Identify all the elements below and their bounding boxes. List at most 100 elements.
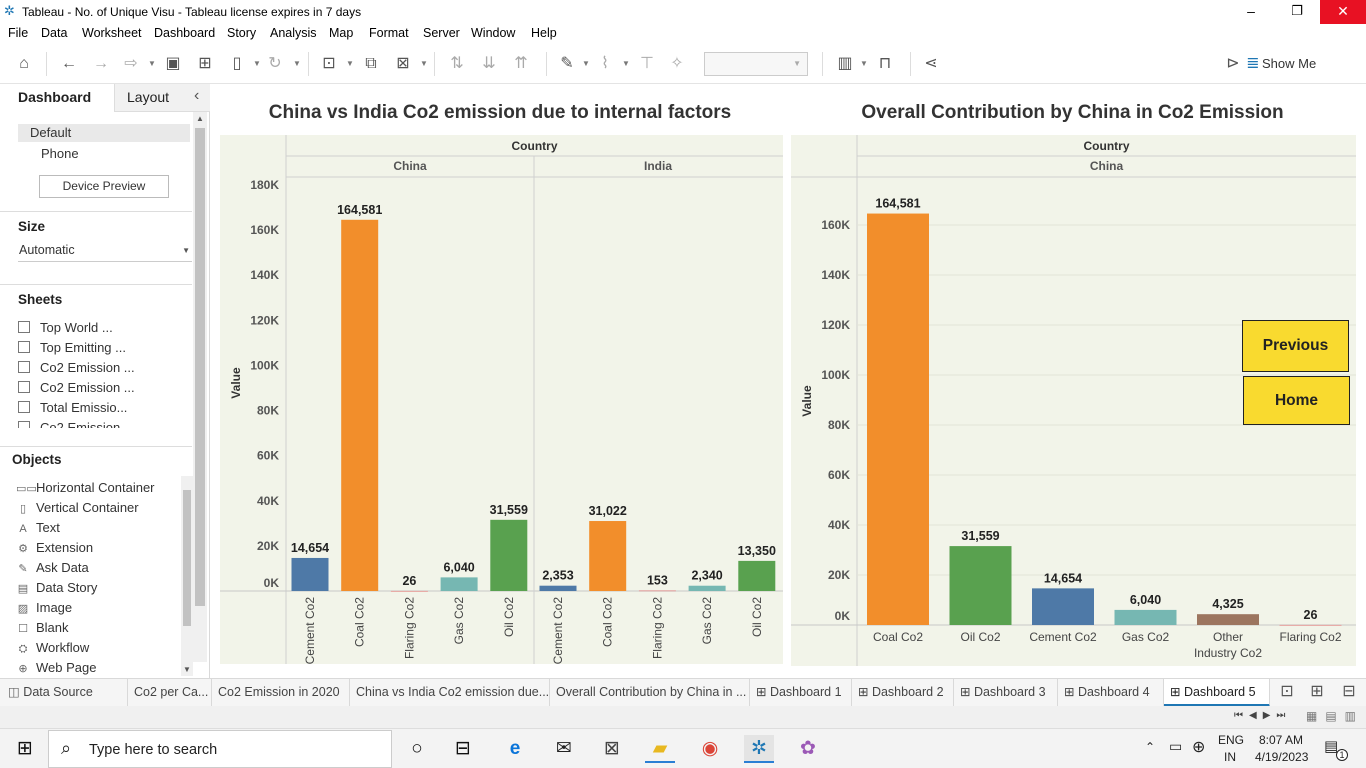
minimize-button[interactable]: – — [1247, 3, 1255, 19]
show-cards-icon[interactable]: ▥ — [837, 55, 853, 72]
menu-story[interactable]: Story — [227, 26, 257, 40]
sheet-item[interactable]: Co2 Emission ... — [18, 380, 135, 395]
menu-format[interactable]: Format — [369, 26, 409, 40]
share-icon[interactable]: ⋖ — [924, 55, 938, 72]
pin-icon[interactable]: ✧ — [670, 55, 684, 72]
format-painter-icon[interactable]: ⊳ — [1226, 55, 1240, 72]
home-icon[interactable]: ⌂ — [19, 55, 29, 72]
tab-dashboard-5[interactable]: ⊞ Dashboard 5 — [1164, 679, 1270, 707]
sheet-item[interactable]: Top Emitting ... — [18, 340, 126, 355]
chevron-down-icon[interactable]: ▼ — [346, 59, 354, 68]
menu-dashboard[interactable]: Dashboard — [154, 26, 216, 40]
menu-file[interactable]: File — [8, 26, 29, 40]
new-worksheet-icon[interactable]: ⊡ — [322, 55, 336, 72]
chevron-down-icon[interactable]: ▼ — [622, 59, 630, 68]
device-default[interactable]: Default — [18, 124, 190, 142]
menu-server[interactable]: Server — [423, 26, 460, 40]
store-icon[interactable]: ⊠ — [604, 738, 620, 759]
redo-icon[interactable]: → — [93, 55, 109, 72]
windows-start-icon[interactable]: ⊞ — [17, 738, 33, 759]
tab-layout[interactable]: Layout — [114, 84, 210, 112]
menu-help[interactable]: Help — [531, 26, 557, 40]
chrome-icon[interactable]: ◉ — [701, 738, 719, 759]
chevron-down-icon[interactable]: ▼ — [582, 59, 590, 68]
menu-window[interactable]: Window — [471, 26, 516, 40]
tab-dashboard-2[interactable]: ⊞ Dashboard 2 — [852, 679, 954, 707]
objects-scrollbar[interactable]: ▼ — [181, 476, 193, 676]
attach-icon[interactable]: ⌇ — [601, 55, 609, 72]
object-item[interactable]: ▭▭Horizontal Container — [16, 480, 155, 495]
scroll-down-icon[interactable]: ▼ — [183, 665, 191, 674]
home-button[interactable]: Home — [1243, 376, 1350, 425]
undo-icon[interactable]: ← — [61, 55, 77, 72]
tab-dashboard-3[interactable]: ⊞ Dashboard 3 — [954, 679, 1058, 707]
label-icon[interactable]: ⊤ — [640, 55, 654, 72]
size-dropdown[interactable]: Automatic ▼ — [18, 242, 192, 262]
menu-worksheet[interactable]: Worksheet — [82, 26, 142, 40]
tab-sheet[interactable]: Co2 per Ca... — [128, 679, 212, 707]
chevron-up-icon[interactable]: ⌃ — [1145, 740, 1156, 754]
restore-button[interactable]: ❐ — [1291, 3, 1303, 18]
tableau-taskbar-icon[interactable]: ✲ — [744, 735, 774, 763]
save-icon[interactable]: ▣ — [165, 55, 181, 72]
menu-data[interactable]: Data — [41, 26, 68, 40]
clock-time[interactable]: 8:07 AM — [1259, 733, 1304, 747]
tab-data-source[interactable]: ◫ Data Source — [0, 679, 128, 707]
object-item[interactable]: ▨ Image — [16, 600, 72, 615]
chevron-down-icon[interactable]: ▼ — [860, 59, 868, 68]
sort-descending-icon[interactable]: ⇈ — [514, 55, 528, 72]
duplicate-icon[interactable]: ⧉ — [365, 55, 377, 72]
sheet-item[interactable]: Total Emissio... — [18, 400, 127, 415]
cortana-icon[interactable]: ○ — [411, 738, 423, 759]
chevron-down-icon[interactable]: ▼ — [253, 59, 261, 68]
language-bottom[interactable]: IN — [1224, 750, 1236, 764]
tab-dashboard-4[interactable]: ⊞ Dashboard 4 — [1058, 679, 1164, 707]
collapse-pane-icon[interactable]: ‹ — [194, 87, 200, 104]
device-phone[interactable]: Phone — [41, 146, 79, 161]
paint-icon[interactable]: ✿ — [800, 738, 816, 759]
close-button[interactable]: ✕ — [1320, 0, 1366, 24]
tab-dashboard-1[interactable]: ⊞ Dashboard 1 — [750, 679, 852, 707]
presentation-mode-icon[interactable]: ⊓ — [878, 55, 892, 72]
sheet-item[interactable]: Co2 Emission ... — [18, 360, 135, 375]
sort-ascending-icon[interactable]: ⇊ — [482, 55, 496, 72]
tab-sheet[interactable]: Co2 Emission in 2020 — [212, 679, 350, 707]
object-item[interactable]: ▯ Vertical Container — [16, 500, 139, 515]
object-item[interactable]: A Text — [16, 520, 60, 535]
menu-map[interactable]: Map — [329, 26, 354, 40]
sheet-item[interactable]: Top World ... — [18, 320, 113, 335]
chevron-down-icon[interactable]: ▼ — [148, 59, 156, 68]
new-worksheet-tab-icon[interactable]: ⊡ — [1280, 683, 1294, 700]
language-top[interactable]: ENG — [1218, 733, 1245, 747]
taskbar-search[interactable]: ⌕ Type here to search — [48, 730, 392, 768]
new-dashboard-tab-icon[interactable]: ⊞ — [1310, 683, 1324, 700]
clock-date[interactable]: 4/19/2023 — [1255, 750, 1309, 764]
scrollbar-thumb[interactable] — [195, 128, 205, 606]
fit-dropdown[interactable]: ▼ — [704, 52, 808, 76]
device-preview-button[interactable]: Device Preview — [39, 175, 169, 198]
object-item[interactable]: ▤ Data Story — [16, 580, 98, 595]
new-story-tab-icon[interactable]: ⊟ — [1342, 683, 1356, 700]
clear-sheet-icon[interactable]: ⊠ — [396, 55, 410, 72]
scrollbar-thumb[interactable] — [183, 490, 191, 626]
left-pane-scrollbar[interactable]: ▲ — [193, 112, 207, 662]
previous-button[interactable]: Previous — [1242, 320, 1349, 372]
show-me-button[interactable]: Show Me — [1262, 56, 1317, 71]
chevron-down-icon[interactable]: ▼ — [420, 59, 428, 68]
replay-icon[interactable]: ⇨ — [124, 55, 138, 72]
pause-updates-icon[interactable]: ▯ — [232, 55, 242, 72]
task-view-icon[interactable]: ⊟ — [455, 738, 471, 759]
sheet-item[interactable]: Co2 Emission ... — [18, 420, 135, 428]
tab-nav-arrows-icon[interactable]: ⏮◀▶⏭ — [1234, 710, 1292, 721]
object-item[interactable]: ⊕ Web Page — [16, 660, 96, 675]
object-item[interactable]: ☐ Blank — [16, 620, 68, 635]
file-explorer-icon[interactable]: ▰ — [645, 735, 675, 763]
mail-icon[interactable]: ✉ — [556, 738, 572, 759]
show-me-icon[interactable]: ≣ — [1246, 55, 1260, 72]
tab-sheet[interactable]: Overall Contribution by China in ... — [550, 679, 750, 707]
tab-dashboard[interactable]: Dashboard — [0, 84, 114, 112]
notification-icon[interactable]: ▤ — [1324, 738, 1339, 755]
highlight-icon[interactable]: ✎ — [560, 55, 574, 72]
network-icon[interactable]: ⊕ — [1192, 739, 1206, 756]
object-item[interactable]: ⛭ Workflow — [16, 640, 90, 656]
